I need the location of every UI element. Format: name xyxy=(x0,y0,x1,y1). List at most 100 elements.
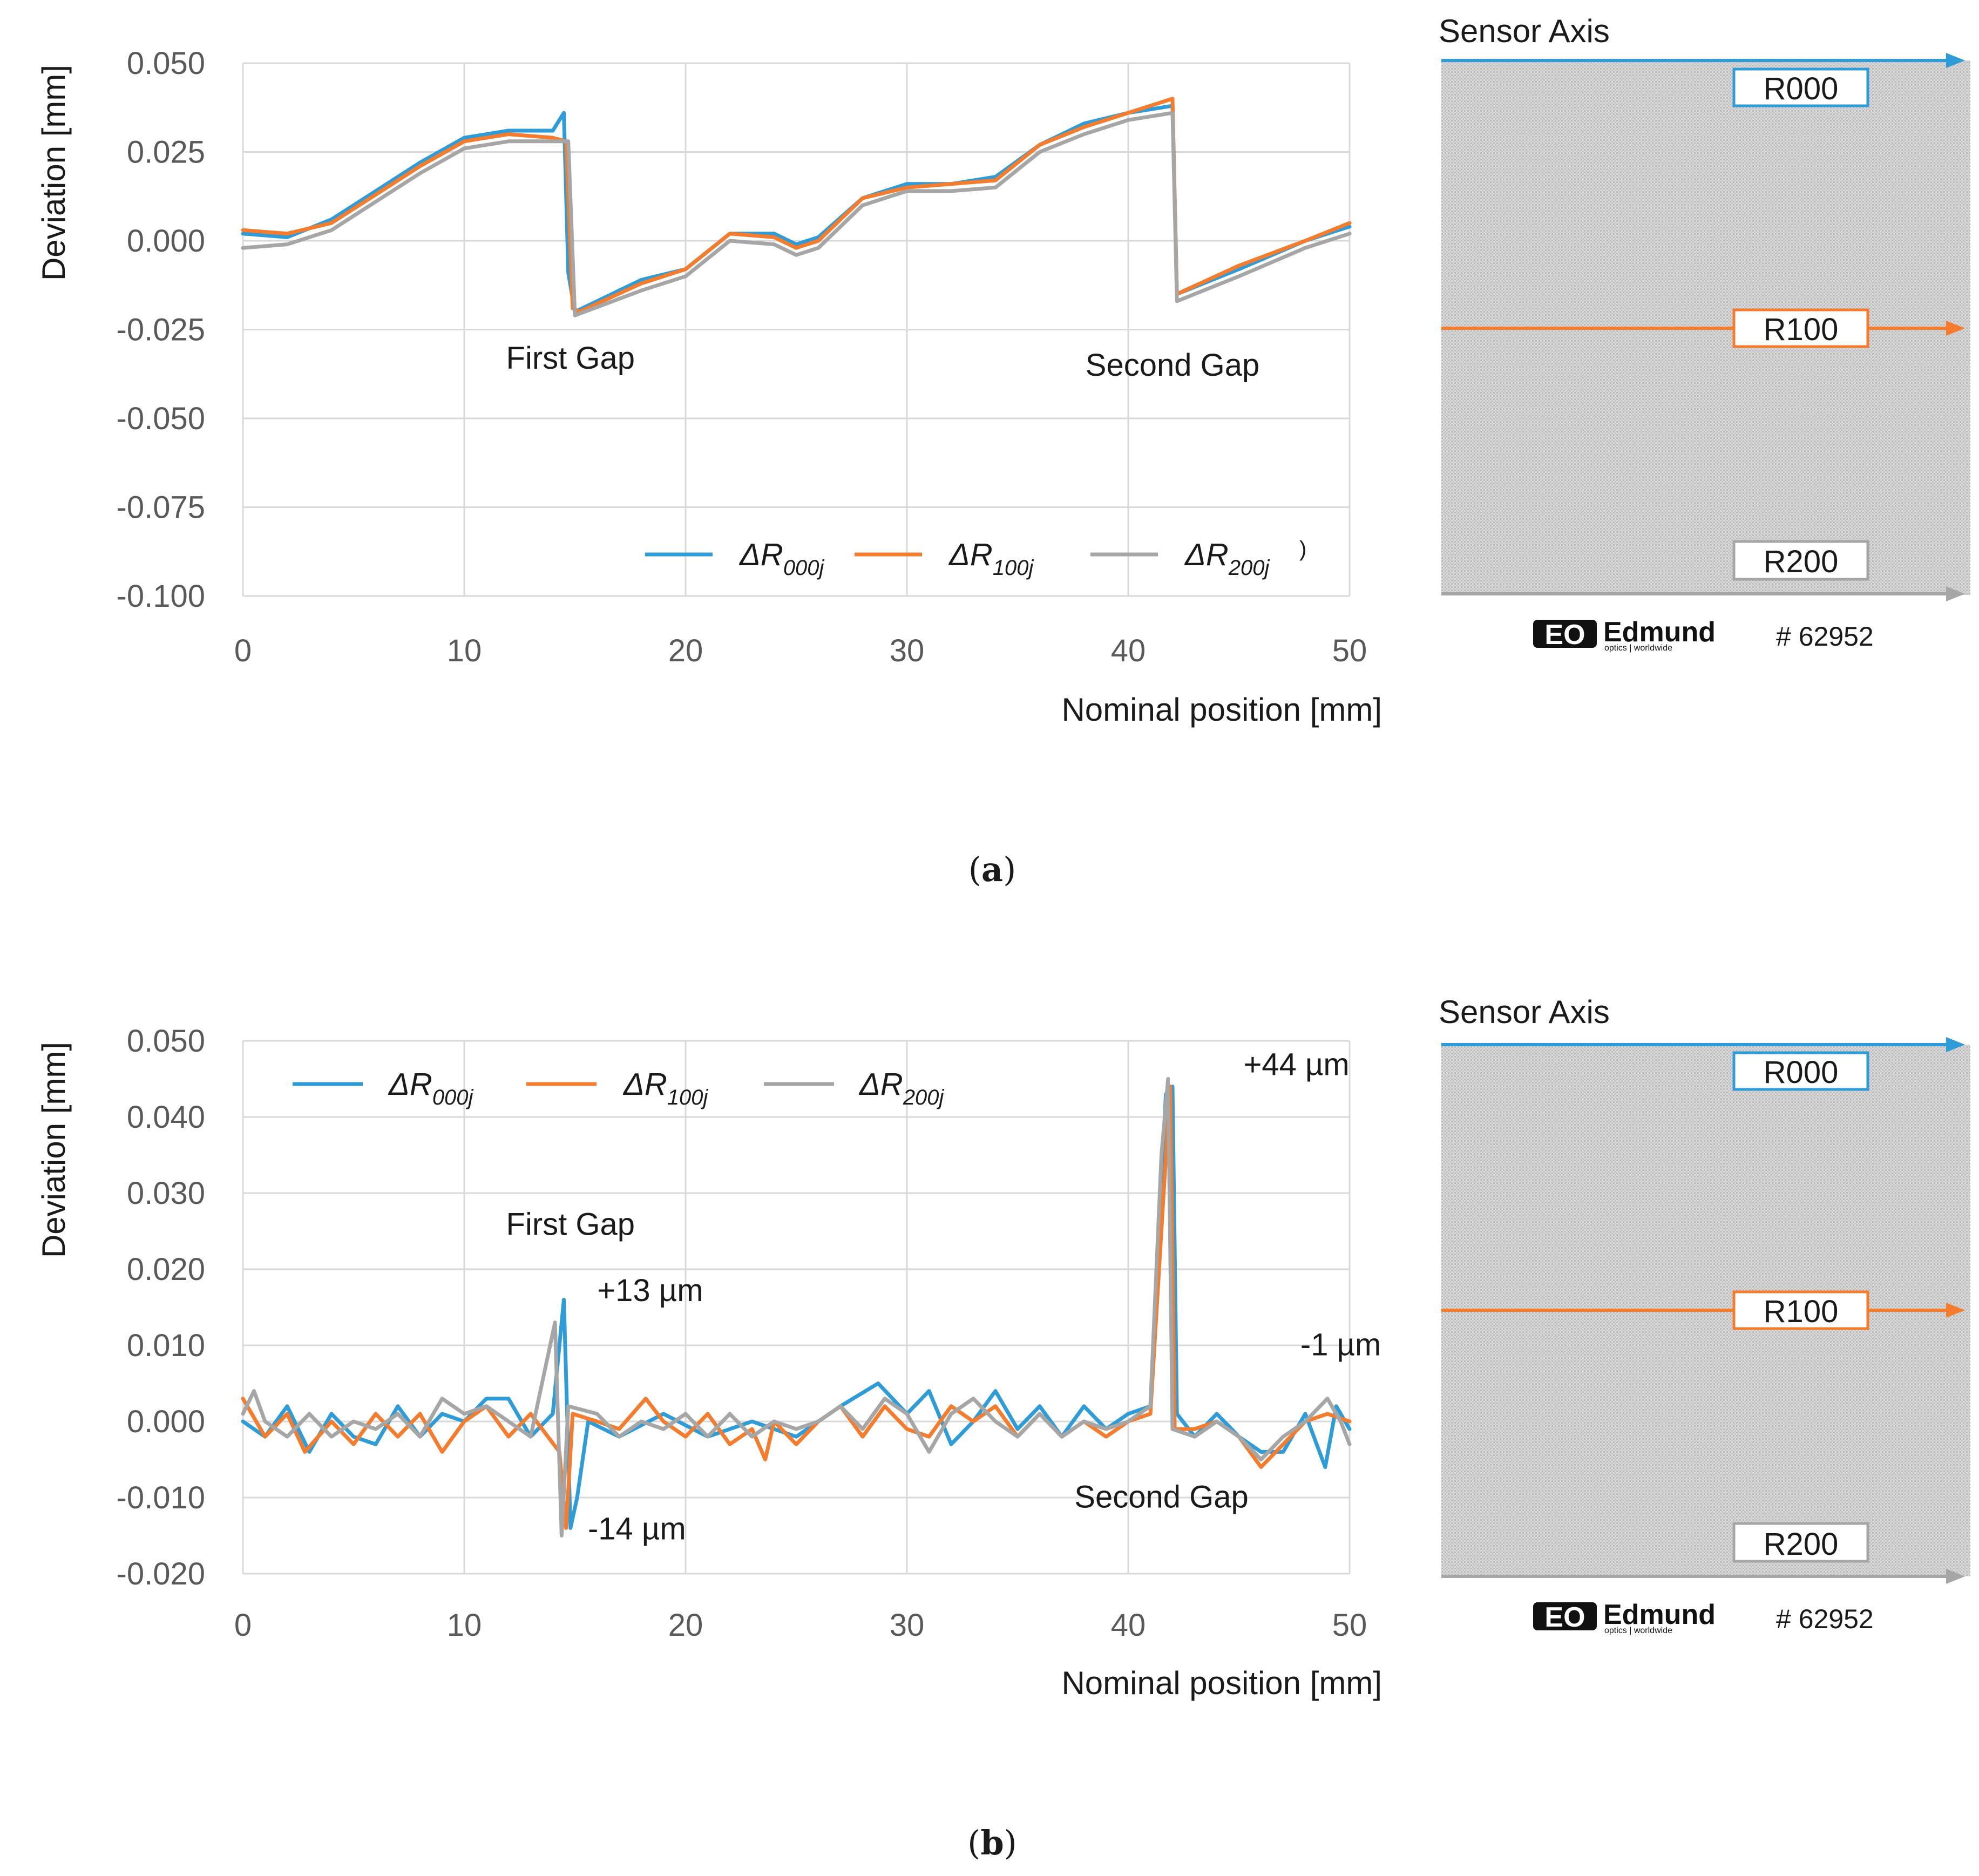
sensor-axis-title: Sensor Axis xyxy=(1439,994,1610,1030)
sensor-row-box-r100 xyxy=(1732,1290,1869,1330)
legend-label-r100: ΔR100j xyxy=(948,537,1034,580)
caption-b-close: ) xyxy=(1004,1823,1017,1863)
y-tick-label: 0.050 xyxy=(127,1024,205,1059)
chart-a-y-axis-label: Deviation [mm] xyxy=(36,65,72,281)
chart-b-series xyxy=(241,1077,1352,1538)
part-number: # 62952 xyxy=(1776,1604,1874,1634)
sensor-arrow-r100 xyxy=(1946,321,1965,336)
sensor-arrow-r100 xyxy=(1946,1303,1965,1318)
x-tick-label: 20 xyxy=(668,633,703,668)
chart-a-legend: ΔR000j ΔR100j ΔR200j ) xyxy=(645,537,1306,580)
x-tick-label: 50 xyxy=(1332,1608,1367,1643)
chart-annotation: -1 µm xyxy=(1300,1327,1381,1362)
legend-label-r000: ΔR000j xyxy=(388,1067,474,1109)
y-tick-label: 0.000 xyxy=(127,224,205,259)
legend-label-r100-sub: 100j xyxy=(993,556,1034,580)
y-tick-label: -0.100 xyxy=(117,579,205,614)
series-line-000j xyxy=(241,1085,1352,1530)
edmund-logo-text: Edmund xyxy=(1603,617,1716,648)
y-tick-label: 0.000 xyxy=(127,1404,205,1439)
legend-label-r200-sub: 200j xyxy=(1228,556,1270,580)
chart-a-grid xyxy=(242,62,1351,597)
series-line-100j xyxy=(241,97,1352,314)
sensor-arrow-r000 xyxy=(1946,53,1965,68)
chart-a-x-axis-label: Nominal position [mm] xyxy=(1061,692,1382,728)
x-tick-label: 40 xyxy=(1111,1608,1146,1643)
legend-label-r200: ΔR200j xyxy=(858,1067,945,1109)
chart-annotation: -14 µm xyxy=(588,1512,686,1547)
x-tick-label: 30 xyxy=(890,1608,925,1643)
chart-b-y-ticks: 0.050 0.040 0.030 0.020 0.010 0.000 -0.010 -0.0… xyxy=(117,1024,205,1591)
edmund-logo-subtext: optics | worldwide xyxy=(1604,1626,1672,1635)
sensor-row-label-r000: R000 xyxy=(1764,1055,1839,1090)
series-line-000j xyxy=(241,104,1352,314)
sensor-row-label-r000: R000 xyxy=(1764,71,1839,106)
legend-label-r000-main: ΔR xyxy=(388,1067,432,1102)
caption-b: (b) xyxy=(967,1823,1017,1863)
y-tick-label: 0.040 xyxy=(127,1100,205,1135)
sensor-row-box-r000 xyxy=(1732,67,1869,107)
legend-label-r100: ΔR100j xyxy=(622,1067,709,1109)
chart-b-legend: ΔR000j ΔR100j ΔR200j xyxy=(293,1067,945,1109)
caption-a-letter: a xyxy=(981,850,1003,889)
chart-b-x-ticks: 0 10 20 30 40 50 xyxy=(234,1608,1367,1643)
legend-label-r100-main: ΔR xyxy=(622,1067,667,1102)
sensor-row-box-r200 xyxy=(1732,1522,1869,1563)
y-tick-label: -0.020 xyxy=(117,1556,205,1591)
chart-b-annotations: First Gap +13 µm -14 µm Second Gap +44 µm -1 … xyxy=(506,1047,1381,1546)
chart-annotation: +44 µm xyxy=(1243,1047,1349,1082)
sensor-axis-title: Sensor Axis xyxy=(1439,13,1610,49)
x-tick-label: 20 xyxy=(668,1608,703,1643)
sensor-row-label-r100: R100 xyxy=(1764,1294,1839,1329)
legend-label-r000: ΔR000j xyxy=(738,537,825,580)
y-tick-label: -0.025 xyxy=(117,313,205,348)
x-tick-label: 50 xyxy=(1332,633,1367,668)
sensor-arrow-r200 xyxy=(1946,1569,1965,1584)
chart-b-y-axis-label: Deviation [mm] xyxy=(36,1042,72,1258)
legend-label-r200-sub: 200j xyxy=(903,1086,945,1109)
sensor-row-box-r000 xyxy=(1732,1051,1869,1091)
edmund-logo: EO Edmund optics | worldwide xyxy=(1533,1599,1716,1635)
legend-label-r200-main: ΔR xyxy=(1184,537,1229,572)
y-tick-label: 0.025 xyxy=(127,135,205,170)
edmund-logo: EO Edmund optics | worldwide xyxy=(1533,617,1716,653)
chart-a-y-ticks: 0.050 0.025 0.000 -0.025 -0.050 -0.075 -0.100 xyxy=(117,46,205,614)
sensor-diagram-b: Sensor Axis R000 R100 R200 EO Edmund opt… xyxy=(1439,994,1970,1635)
chart-annotation: First Gap xyxy=(506,1207,635,1242)
legend-label-r100-main: ΔR xyxy=(948,537,993,572)
edmund-logo-mark-bg xyxy=(1533,620,1597,648)
edmund-logo-mark: EO xyxy=(1544,619,1585,651)
x-tick-label: 30 xyxy=(890,633,925,668)
sensor-row-label-r100: R100 xyxy=(1764,312,1839,347)
chart-b-x-axis-label: Nominal position [mm] xyxy=(1061,1665,1382,1701)
y-tick-label: -0.010 xyxy=(117,1480,205,1515)
caption-a: (a) xyxy=(968,850,1016,889)
sensor-arrow-r000 xyxy=(1946,1037,1965,1052)
sensor-row-label-r200: R200 xyxy=(1764,544,1839,579)
edmund-logo-text: Edmund xyxy=(1603,1599,1716,1630)
y-tick-label: -0.050 xyxy=(117,401,205,436)
series-line-200j xyxy=(241,111,1352,317)
chart-a-x-ticks: 0 10 20 30 40 50 xyxy=(234,633,1367,668)
caption-a-open: ( xyxy=(968,850,981,889)
caption-a-close: ) xyxy=(1003,850,1016,889)
x-tick-label: 10 xyxy=(447,633,482,668)
sensor-row-box-r200 xyxy=(1732,540,1869,581)
part-number: # 62952 xyxy=(1776,621,1874,652)
chart-annotation: First Gap xyxy=(506,341,635,376)
x-tick-label: 0 xyxy=(234,633,252,668)
legend-label-r200: ΔR200j xyxy=(1184,537,1270,580)
y-tick-label: 0.030 xyxy=(127,1176,205,1211)
chart-a-annotations: First Gap Second Gap xyxy=(506,341,1260,383)
x-tick-label: 0 xyxy=(234,1608,252,1643)
caption-b-open: ( xyxy=(967,1823,980,1863)
chart-annotation: +13 µm xyxy=(597,1273,703,1308)
sensor-row-label-r200: R200 xyxy=(1764,1527,1839,1562)
y-tick-label: 0.010 xyxy=(127,1328,205,1363)
chart-annotation: Second Gap xyxy=(1074,1479,1248,1514)
y-tick-label: 0.050 xyxy=(127,46,205,81)
legend-label-r100-sub: 100j xyxy=(667,1086,709,1109)
legend-label-r000-main: ΔR xyxy=(738,537,783,572)
x-tick-label: 10 xyxy=(447,1608,482,1643)
